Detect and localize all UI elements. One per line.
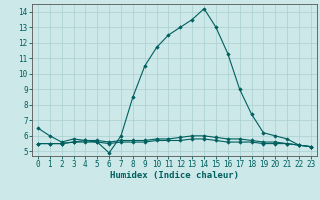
- X-axis label: Humidex (Indice chaleur): Humidex (Indice chaleur): [110, 171, 239, 180]
